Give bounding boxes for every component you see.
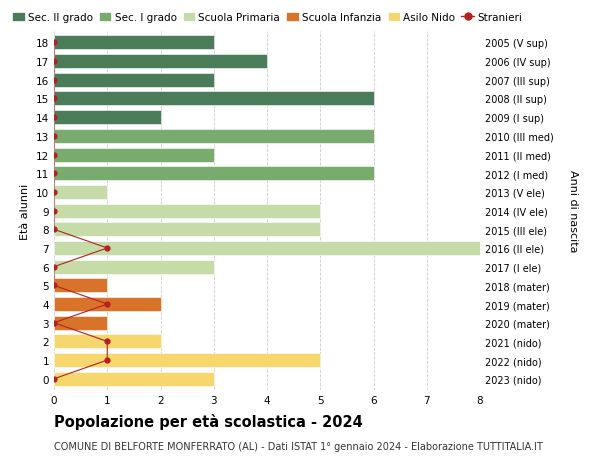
- Legend: Sec. II grado, Sec. I grado, Scuola Primaria, Scuola Infanzia, Asilo Nido, Stran: Sec. II grado, Sec. I grado, Scuola Prim…: [12, 13, 522, 23]
- Bar: [54, 297, 161, 311]
- Bar: [54, 335, 161, 349]
- Text: Popolazione per età scolastica - 2024: Popolazione per età scolastica - 2024: [54, 413, 363, 429]
- Bar: [54, 55, 267, 69]
- Bar: [54, 185, 107, 200]
- Bar: [54, 73, 214, 88]
- Bar: [54, 241, 480, 255]
- Bar: [54, 36, 214, 50]
- Bar: [54, 223, 320, 237]
- Y-axis label: Età alunni: Età alunni: [20, 183, 31, 239]
- Bar: [54, 260, 214, 274]
- Bar: [54, 372, 214, 386]
- Bar: [54, 148, 214, 162]
- Bar: [54, 111, 161, 125]
- Bar: [54, 204, 320, 218]
- Bar: [54, 129, 373, 144]
- Bar: [54, 92, 373, 106]
- Bar: [54, 353, 320, 367]
- Bar: [54, 316, 107, 330]
- Bar: [54, 279, 107, 293]
- Text: COMUNE DI BELFORTE MONFERRATO (AL) - Dati ISTAT 1° gennaio 2024 - Elaborazione T: COMUNE DI BELFORTE MONFERRATO (AL) - Dat…: [54, 441, 543, 451]
- Y-axis label: Anni di nascita: Anni di nascita: [568, 170, 577, 252]
- Bar: [54, 167, 373, 181]
